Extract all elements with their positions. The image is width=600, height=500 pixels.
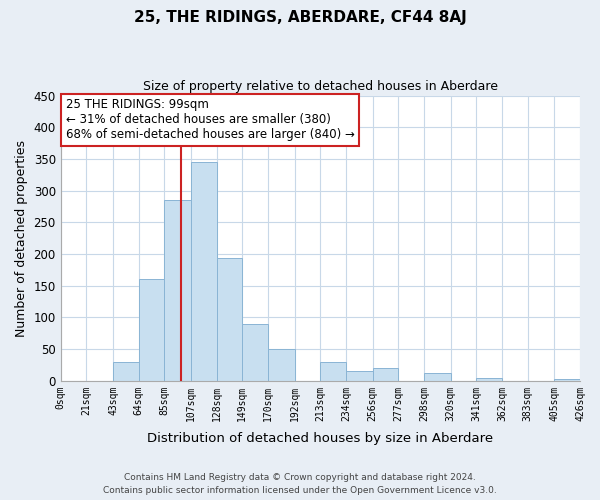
Title: Size of property relative to detached houses in Aberdare: Size of property relative to detached ho… [143, 80, 498, 93]
Text: Contains HM Land Registry data © Crown copyright and database right 2024.
Contai: Contains HM Land Registry data © Crown c… [103, 473, 497, 495]
Bar [373, 368, 398, 381]
Text: 25 THE RIDINGS: 99sqm
← 31% of detached houses are smaller (380)
68% of semi-det: 25 THE RIDINGS: 99sqm ← 31% of detached … [66, 98, 355, 142]
Bar [554, 379, 580, 381]
Bar [191, 162, 217, 381]
Y-axis label: Number of detached properties: Number of detached properties [15, 140, 28, 336]
Bar [242, 324, 268, 381]
Bar [139, 280, 164, 381]
Bar [424, 373, 451, 381]
Bar [217, 258, 242, 381]
Bar [113, 362, 139, 381]
Bar [268, 349, 295, 381]
Bar [346, 372, 373, 381]
X-axis label: Distribution of detached houses by size in Aberdare: Distribution of detached houses by size … [147, 432, 493, 445]
Bar [164, 200, 191, 381]
Bar [476, 378, 502, 381]
Text: 25, THE RIDINGS, ABERDARE, CF44 8AJ: 25, THE RIDINGS, ABERDARE, CF44 8AJ [134, 10, 466, 25]
Bar [320, 362, 346, 381]
